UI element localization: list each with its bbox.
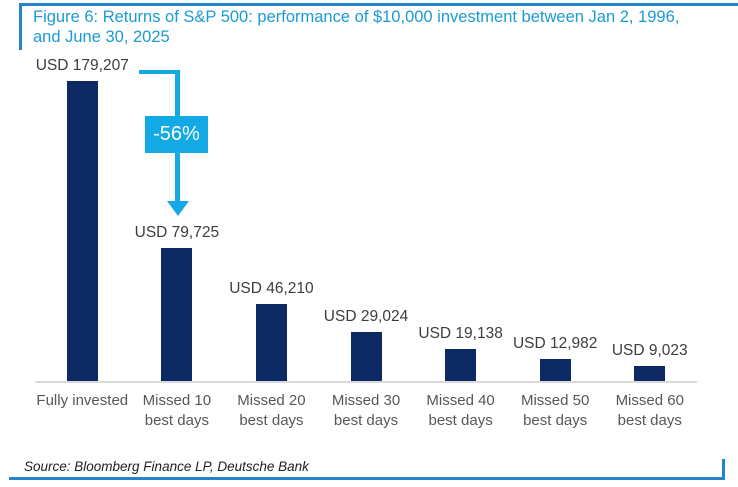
bar [634, 366, 666, 381]
bar-column: USD 19,138 [413, 50, 508, 381]
bar-value-label: USD 19,138 [418, 325, 503, 342]
bars: USD 179,207 USD 79,725 USD 46,210 USD 29,02… [35, 50, 697, 381]
x-tick-label: Missed 40 best days [426, 392, 495, 429]
bar [66, 81, 98, 381]
bar [539, 359, 571, 381]
bar-column: USD 29,024 [319, 50, 414, 381]
annotation-arrowhead-icon [167, 201, 189, 216]
bar-value-label: USD 9,023 [611, 342, 688, 359]
source-note: Source: Bloomberg Finance LP, Deutsche B… [24, 459, 309, 474]
x-tick-label: Missed 60 best days [615, 392, 684, 429]
x-tick-label: Missed 20 best days [237, 392, 306, 429]
bar-value-label: USD 46,210 [229, 280, 314, 297]
bar-column: USD 79,725 [130, 50, 225, 381]
bar-value-label: USD 12,982 [512, 335, 598, 352]
annotation-arrow-horizontal [139, 70, 180, 74]
bar-value-label: USD 29,024 [323, 308, 409, 325]
x-tick-label: Fully invested [36, 392, 129, 409]
x-tick-label: Missed 50 best days [520, 392, 590, 429]
bar-column: USD 9,023 [602, 50, 697, 381]
x-tick-label: Missed 30 best days [331, 392, 401, 429]
bar [350, 332, 382, 381]
x-axis-line [35, 381, 697, 383]
annotation-badge: -56% [145, 116, 208, 153]
frame-top-rule [19, 3, 738, 6]
bar-column: USD 179,207 [35, 50, 130, 381]
bar [161, 248, 193, 381]
bar-value-label: USD 79,725 [134, 224, 220, 241]
figure-title: Figure 6: Returns of S&P 500: performanc… [33, 8, 733, 47]
bar-column: USD 46,210 [224, 50, 319, 381]
frame-left-tick [19, 3, 22, 50]
bar-value-label: USD 179,207 [35, 57, 129, 74]
bar [445, 349, 477, 381]
x-tick-label: Missed 10 best days [142, 392, 212, 429]
x-axis-labels: Fully invested Missed 10 best days Missed 2… [35, 391, 697, 431]
figure-title-line1: Figure 6: Returns of S&P 500: performanc… [33, 8, 680, 26]
frame-right-tick [722, 459, 725, 480]
frame-bottom-rule [9, 477, 725, 480]
bar-column: USD 12,982 [508, 50, 603, 381]
bar [255, 304, 287, 381]
figure-title-line2: and June 30, 2025 [33, 27, 170, 46]
